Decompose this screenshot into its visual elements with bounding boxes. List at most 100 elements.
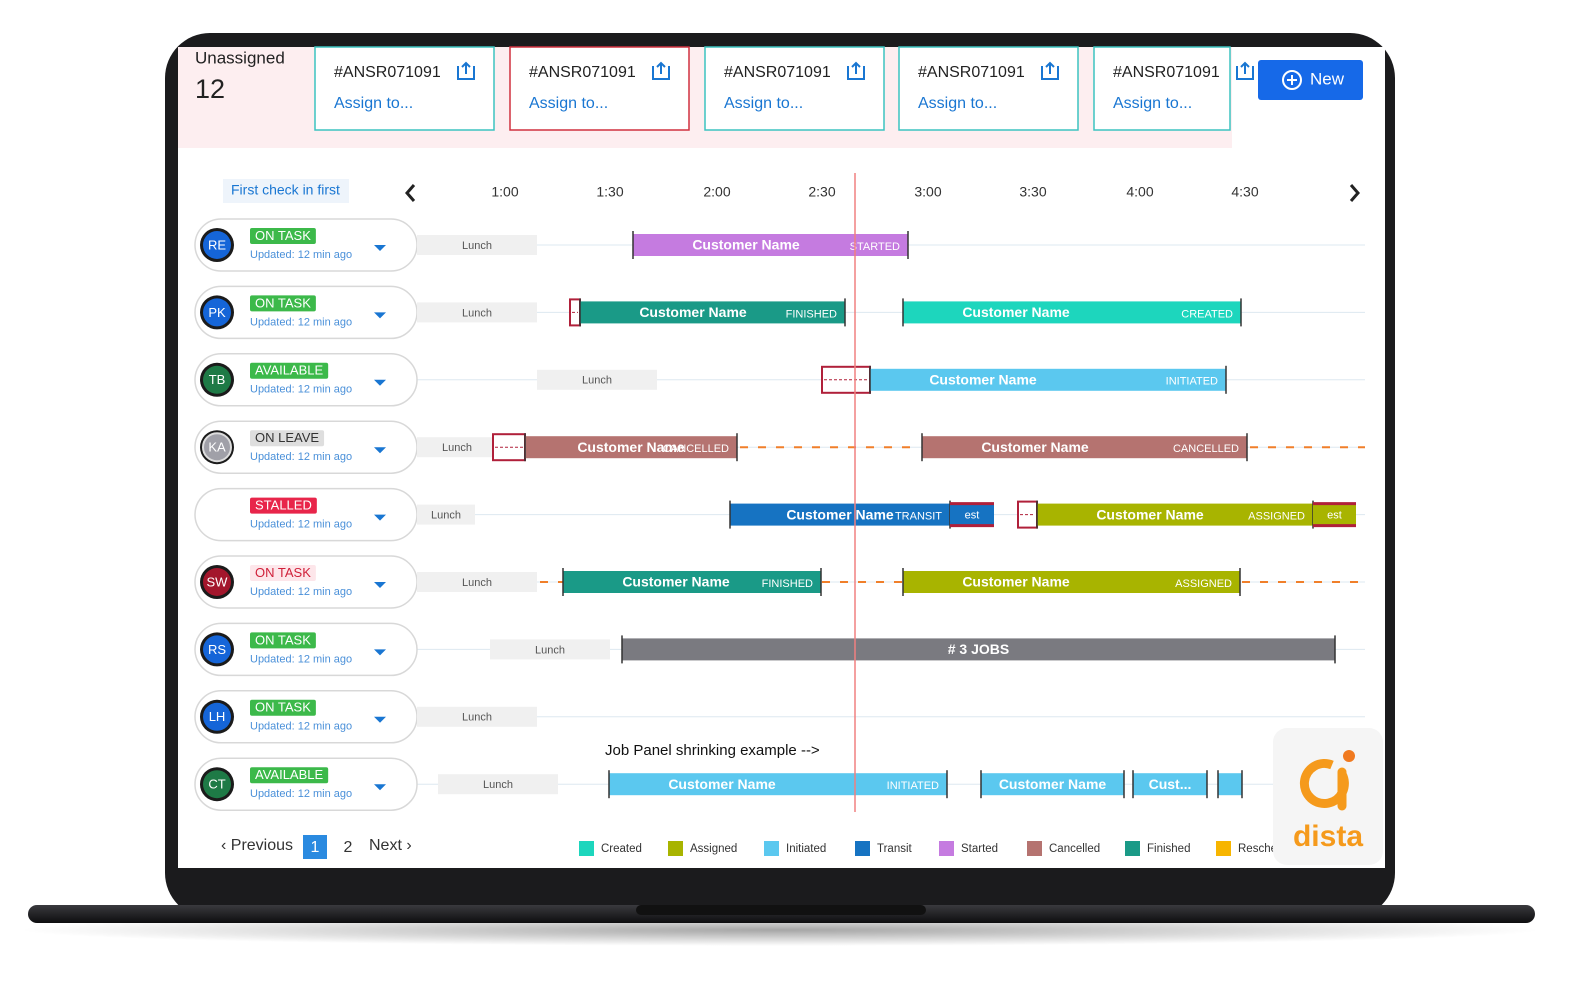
dropdown-caret[interactable] (374, 649, 386, 656)
dropdown-caret[interactable] (374, 447, 386, 454)
pagination-previous[interactable]: ‹ Previous (221, 837, 293, 854)
job-name[interactable]: Customer Name (622, 574, 730, 590)
job-bar[interactable] (633, 234, 908, 256)
job-bar[interactable] (870, 368, 1226, 391)
job-bar[interactable] (922, 436, 1247, 459)
share-icon[interactable] (1041, 61, 1059, 80)
job-name[interactable]: Customer Name (577, 439, 685, 455)
avatar-initials: RE (208, 237, 226, 252)
job-name[interactable]: Customer Name (639, 304, 747, 320)
logo-dot (1343, 750, 1355, 762)
plus-icon (1282, 70, 1302, 90)
job-bar[interactable] (903, 301, 1241, 324)
filter-label[interactable]: First check in first (231, 182, 340, 198)
job-bar[interactable] (1133, 773, 1207, 796)
job-name[interactable]: Customer Name (962, 304, 1070, 320)
break-block (417, 706, 537, 727)
share-icon[interactable] (457, 61, 475, 80)
updated-time: Updated: 12 min ago (250, 249, 352, 261)
job-bar[interactable] (1037, 503, 1313, 526)
job-name[interactable]: Customer Name (668, 776, 776, 792)
job-bar[interactable] (525, 436, 737, 459)
dropdown-caret[interactable] (374, 514, 386, 521)
job-bar[interactable] (609, 773, 947, 796)
job-name[interactable]: # 3 JOBS (948, 641, 1009, 657)
new-button-label[interactable]: New (1310, 69, 1345, 88)
assign-link[interactable]: Assign to... (1113, 95, 1192, 112)
break-label: Lunch (462, 240, 492, 252)
job-name[interactable]: Customer Name (981, 439, 1089, 455)
assign-link[interactable]: Assign to... (724, 95, 803, 112)
dropdown-caret[interactable] (374, 784, 386, 791)
estimate-label: est (1327, 510, 1342, 522)
avatar-initials: TB (209, 372, 226, 387)
status-badge (250, 767, 329, 784)
job-state: INITIATED (1166, 376, 1218, 388)
job-bar[interactable] (903, 571, 1240, 593)
estimate-block (1313, 503, 1356, 526)
job-state: ASSIGNED (1248, 511, 1305, 523)
legend-swatch (939, 841, 954, 856)
next-arrow[interactable] (1349, 184, 1360, 202)
dropdown-caret[interactable] (374, 582, 386, 588)
job-bar[interactable] (622, 638, 1335, 661)
legend-swatch (764, 841, 779, 856)
status-label: ON LEAVE (255, 430, 319, 445)
job-name[interactable]: Cust... (1149, 776, 1192, 792)
job-bar[interactable] (981, 773, 1124, 796)
new-button[interactable] (1258, 60, 1363, 100)
job-name[interactable]: Customer Name (1096, 506, 1204, 522)
job-card[interactable] (704, 46, 885, 131)
avatar (203, 635, 231, 664)
share-icon[interactable] (1236, 61, 1254, 80)
pagination-next[interactable]: Next › (369, 837, 412, 854)
status-badge (250, 430, 325, 447)
status-badge (250, 632, 316, 649)
legend-swatch (1125, 841, 1140, 856)
prev-arrow[interactable] (405, 184, 416, 202)
page-number[interactable]: 1 (311, 839, 320, 856)
break-label: Lunch (462, 712, 492, 724)
job-card[interactable] (314, 46, 495, 131)
status-label: ON TASK (255, 632, 311, 647)
job-state: CANCELLED (1173, 443, 1239, 455)
share-icon[interactable] (847, 61, 865, 80)
job-card[interactable] (898, 46, 1079, 131)
job-bar[interactable] (730, 503, 950, 526)
logo-tile (1273, 728, 1383, 865)
status-badge (250, 497, 317, 514)
dropdown-caret[interactable] (374, 312, 386, 319)
legend-swatch (1027, 841, 1042, 856)
share-icon[interactable] (652, 61, 670, 80)
filter-chip[interactable] (223, 179, 349, 203)
job-name[interactable]: Customer Name (929, 372, 1037, 388)
assign-link[interactable]: Assign to... (918, 95, 997, 112)
job-card[interactable] (509, 46, 690, 131)
job-bar[interactable] (580, 301, 845, 324)
dropdown-caret[interactable] (374, 716, 386, 723)
unassigned-label: Unassigned (195, 48, 285, 67)
dropdown-caret[interactable] (374, 379, 386, 386)
time-label: 3:00 (914, 184, 941, 200)
avatar (203, 365, 231, 394)
page-number[interactable]: 2 (344, 839, 353, 856)
legend-label: Started (961, 843, 998, 855)
assign-link[interactable]: Assign to... (334, 95, 413, 112)
job-name[interactable]: Customer Name (999, 776, 1107, 792)
job-card[interactable] (1093, 46, 1231, 131)
updated-time: Updated: 12 min ago (250, 788, 352, 800)
annotation: Job Panel shrinking example --> (605, 742, 820, 759)
job-bar[interactable] (1218, 773, 1242, 796)
dropdown-caret[interactable] (374, 245, 386, 251)
job-name[interactable]: Customer Name (786, 506, 894, 522)
page-current[interactable] (303, 835, 327, 859)
legend-label: Created (601, 843, 642, 855)
job-name[interactable]: Customer Name (962, 574, 1070, 590)
legend-swatch (579, 841, 594, 856)
job-name[interactable]: Customer Name (692, 237, 800, 253)
avatar-initials: CT (208, 777, 225, 792)
break-block (417, 504, 475, 525)
assign-link[interactable]: Assign to... (529, 95, 608, 112)
job-bar[interactable] (563, 571, 821, 593)
